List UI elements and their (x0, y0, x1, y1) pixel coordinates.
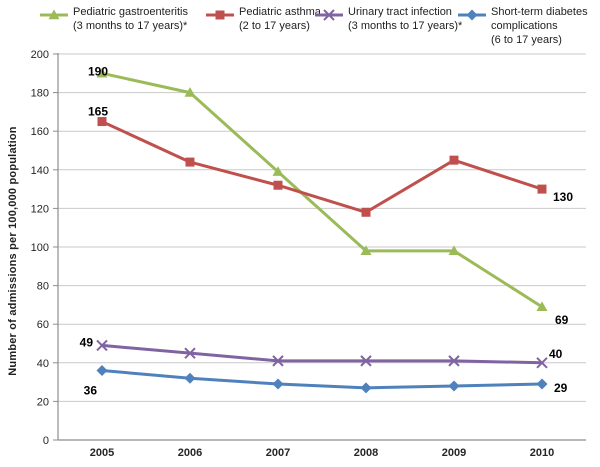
y-tick-label: 60 (37, 319, 49, 331)
series-1: 190 69 (88, 64, 569, 327)
legend-item-diabetes: Short-term diabetes complications (6 to … (458, 5, 588, 47)
series-3: 49 40 (80, 335, 563, 369)
series-line (101, 71, 543, 309)
y-tick-label: 180 (31, 88, 49, 100)
y-tick-label: 140 (31, 165, 49, 177)
legend-label: Pediatric asthma (2 to 17 years) (239, 5, 321, 33)
x-tick-label: 2009 (442, 447, 466, 459)
y-tick-label: 0 (43, 435, 49, 447)
data-label: 165 (88, 105, 108, 119)
legend-line: Short-term diabetes (491, 6, 588, 18)
data-label: 190 (88, 64, 108, 78)
y-tick-label: 120 (31, 203, 49, 215)
x-tick-label: 2010 (530, 447, 554, 459)
x-tick-label: 2007 (266, 447, 290, 459)
diamond-marker-icon (458, 9, 486, 21)
series-4: 36 29 (84, 365, 568, 398)
data-label: 40 (549, 347, 563, 361)
triangle-marker-icon (40, 9, 68, 20)
legend-line: (6 to 17 years) (491, 34, 562, 46)
series-line (101, 343, 543, 365)
data-label: 29 (554, 381, 568, 395)
y-tick-label: 80 (37, 281, 49, 293)
legend-item-uti: Urinary tract infection (3 months to 17 … (315, 5, 462, 33)
x-tick-label: 2006 (178, 447, 202, 459)
legend-line: Pediatric asthma (239, 6, 321, 18)
legend-line: (3 months to 17 years)* (348, 20, 463, 32)
y-tick-label: 20 (37, 396, 49, 408)
data-label: 69 (555, 313, 569, 327)
legend-label: Short-term diabetes complications (6 to … (491, 5, 588, 47)
legend-line: (2 to 17 years) (239, 20, 310, 32)
series-line (101, 369, 543, 390)
legend-label: Pediatric gastroenteritis (3 months to 1… (73, 5, 188, 33)
y-tick-label: 200 (31, 49, 49, 61)
series-2: 165 130 (88, 105, 573, 217)
x-tick-label: 2008 (354, 447, 378, 459)
series-line (101, 120, 543, 214)
data-label: 36 (84, 384, 98, 398)
y-tick-label: 100 (31, 242, 49, 254)
y-tick-label: 160 (31, 126, 49, 138)
x-marker-icon (315, 9, 343, 21)
square-marker-icon (206, 10, 234, 20)
x-tick-label: 2005 (90, 447, 114, 459)
legend-item-gastroenteritis: Pediatric gastroenteritis (3 months to 1… (40, 5, 188, 33)
data-label: 130 (553, 190, 573, 204)
y-tick-label: 40 (37, 358, 49, 370)
legend-line: Pediatric gastroenteritis (73, 6, 188, 18)
legend-line: complications (491, 20, 558, 32)
data-label: 49 (80, 335, 94, 349)
legend-line: Urinary tract infection (348, 6, 452, 18)
legend-line: (3 months to 17 years)* (73, 20, 188, 32)
legend-item-asthma: Pediatric asthma (2 to 17 years) (206, 5, 321, 33)
legend-label: Urinary tract infection (3 months to 17 … (348, 5, 462, 33)
